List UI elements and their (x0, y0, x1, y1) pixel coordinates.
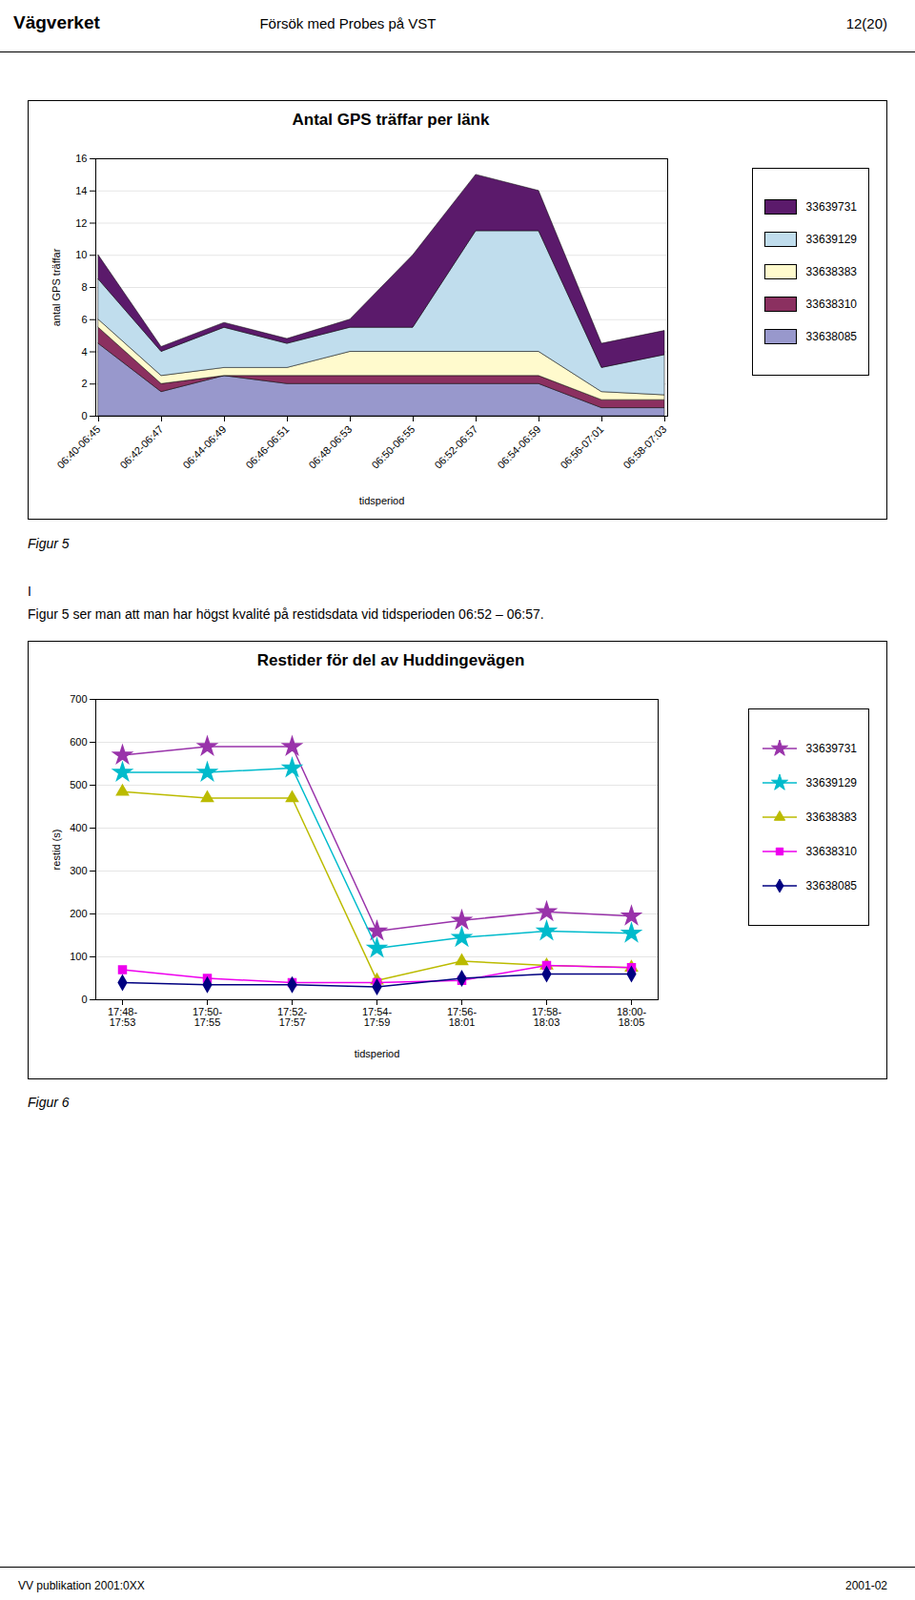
html-text:12(20): 12(20) (845, 15, 888, 32)
html-text:Antal GPS träffar per länk: Antal GPS träffar per länk (292, 110, 490, 129)
svg-text:06:52-06:57: 06:52-06:57 (431, 423, 480, 471)
html-text:Försök med Probes på VST: Försök med Probes på VST (259, 15, 437, 32)
html-text:33638310: 33638310 (805, 297, 857, 311)
svg-text:300: 300 (69, 864, 87, 876)
svg-text:400: 400 (69, 821, 87, 834)
svg-text:16: 16 (75, 152, 87, 164)
svg-text:14: 14 (75, 184, 87, 197)
svg-text:tidsperiod: tidsperiod (354, 1047, 401, 1059)
svg-text:4: 4 (81, 345, 87, 358)
svg-text:06:48-06:53: 06:48-06:53 (305, 423, 354, 471)
svg-text:06:56-07:01: 06:56-07:01 (557, 423, 606, 471)
svg-text:06:44-06:49: 06:44-06:49 (180, 423, 228, 471)
svg-text:12: 12 (75, 217, 87, 229)
svg-text:06:46-06:51: 06:46-06:51 (243, 423, 291, 471)
html-text:2001-02: 2001-02 (845, 1578, 888, 1592)
svg-text:0: 0 (81, 993, 87, 1005)
html-text:33638310: 33638310 (805, 844, 857, 858)
svg-text:06:40-06:45: 06:40-06:45 (54, 423, 102, 471)
svg-text:500: 500 (69, 778, 87, 791)
html-text:33639731: 33639731 (805, 200, 857, 214)
html-text:33638383: 33638383 (805, 264, 857, 279)
svg-text:17:50-17:55: 17:50-17:55 (192, 1005, 224, 1028)
html-text:Figur 6: Figur 6 (27, 1094, 70, 1110)
svg-text:tidsperiod: tidsperiod (359, 494, 406, 507)
svg-text:100: 100 (69, 950, 87, 962)
svg-text:06:54-06:59: 06:54-06:59 (494, 423, 543, 471)
svg-text:06:42-06:47: 06:42-06:47 (117, 423, 165, 471)
svg-text:18:00-18:05: 18:00-18:05 (616, 1005, 648, 1028)
svg-text:700: 700 (69, 692, 87, 705)
html-text:33638383: 33638383 (805, 810, 857, 824)
svg-text:17:48-17:53: 17:48-17:53 (107, 1005, 139, 1028)
svg-text:17:58-18:03: 17:58-18:03 (531, 1005, 563, 1028)
html-text:Figur 5: Figur 5 (27, 535, 70, 551)
svg-text:17:56-18:01: 17:56-18:01 (447, 1005, 478, 1028)
html-text:VV publikation 2001:0XX: VV publikation 2001:0XX (18, 1578, 145, 1592)
html-text:Vägverket: Vägverket (13, 12, 100, 33)
svg-text:06:58-07:03: 06:58-07:03 (620, 423, 669, 471)
html-text:Figur 5 ser man att man har hö: Figur 5 ser man att man har högst kvalit… (27, 606, 544, 622)
svg-text:8: 8 (81, 281, 87, 293)
svg-text:200: 200 (69, 907, 87, 919)
svg-text:0: 0 (81, 409, 87, 422)
svg-text:06:50-06:55: 06:50-06:55 (368, 423, 417, 471)
svg-text:17:54-17:59: 17:54-17:59 (362, 1005, 393, 1028)
html-text:33639731: 33639731 (805, 741, 857, 755)
html-text:33639129: 33639129 (805, 232, 857, 246)
html-text:Restider för del av Huddingevä: Restider för del av Huddingevägen (257, 650, 525, 670)
svg-text:6: 6 (81, 313, 87, 326)
html-text:33638085: 33638085 (805, 329, 857, 344)
svg-text:restid (s): restid (s) (50, 829, 62, 871)
html-text:33639129: 33639129 (805, 775, 857, 790)
svg-text:17:52-17:57: 17:52-17:57 (277, 1005, 308, 1028)
svg-text:antal GPS träffar: antal GPS träffar (50, 247, 62, 326)
html-text:33638085: 33638085 (805, 878, 857, 893)
html-text:I: I (27, 583, 32, 599)
svg-text:10: 10 (75, 248, 87, 261)
svg-text:600: 600 (69, 735, 87, 748)
svg-text:2: 2 (81, 377, 87, 389)
